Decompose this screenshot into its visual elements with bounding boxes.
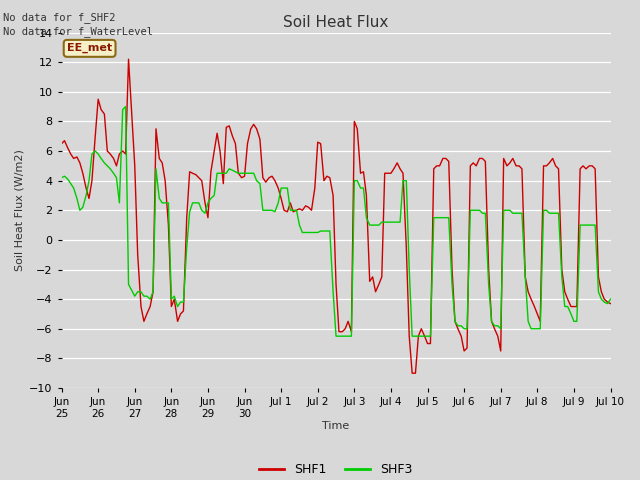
Text: No data for f_SHF2: No data for f_SHF2 xyxy=(3,12,116,23)
X-axis label: Time: Time xyxy=(323,421,349,432)
Text: EE_met: EE_met xyxy=(67,43,112,53)
Legend: SHF1, SHF3: SHF1, SHF3 xyxy=(254,458,418,480)
Text: No data for f_WaterLevel: No data for f_WaterLevel xyxy=(3,26,153,37)
Y-axis label: Soil Heat Flux (W/m2): Soil Heat Flux (W/m2) xyxy=(15,149,25,271)
Title: Soil Heat Flux: Soil Heat Flux xyxy=(284,15,388,30)
